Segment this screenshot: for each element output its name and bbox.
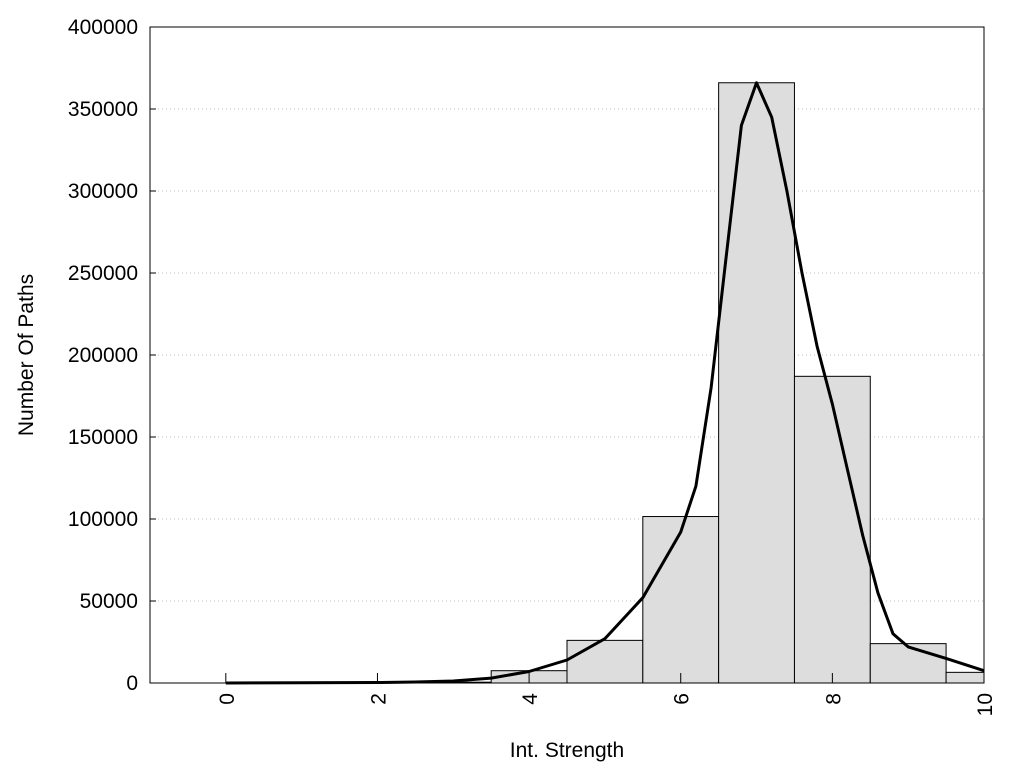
histogram-bar <box>793 375 871 684</box>
histogram-bar <box>869 643 947 684</box>
y-tick-label: 50000 <box>80 590 138 613</box>
x-tick-label: 8 <box>822 693 845 705</box>
x-tick-label: 4 <box>519 693 542 705</box>
y-tick-label: 150000 <box>68 426 138 449</box>
y-tick-label: 0 <box>126 672 138 695</box>
y-axis-ticks: 0 50000 100000 150000 200000 250000 300000 3500… <box>68 16 156 695</box>
x-axis-ticks: 0 2 4 6 8 10 <box>216 673 997 716</box>
x-tick-label: 0 <box>216 693 239 705</box>
histogram-bar <box>945 671 985 684</box>
x-tick-label: 10 <box>974 693 997 716</box>
histogram-bar <box>642 516 720 684</box>
y-tick-label: 250000 <box>68 262 138 285</box>
y-tick-label: 400000 <box>68 16 138 39</box>
y-tick-label: 300000 <box>68 180 138 203</box>
fit-curve <box>225 81 985 685</box>
x-tick-label: 2 <box>367 693 390 705</box>
gridlines <box>150 108 984 602</box>
fit-curve-layer <box>225 81 985 685</box>
histogram-bar <box>566 639 644 684</box>
bars <box>414 82 985 684</box>
y-tick-label: 100000 <box>68 508 138 531</box>
x-axis-label: Int. Strength <box>510 739 624 762</box>
x-tick-label: 6 <box>671 693 694 705</box>
y-axis-label: Number Of Paths <box>15 274 38 436</box>
y-tick-label: 350000 <box>68 98 138 121</box>
y-tick-label: 200000 <box>68 344 138 367</box>
